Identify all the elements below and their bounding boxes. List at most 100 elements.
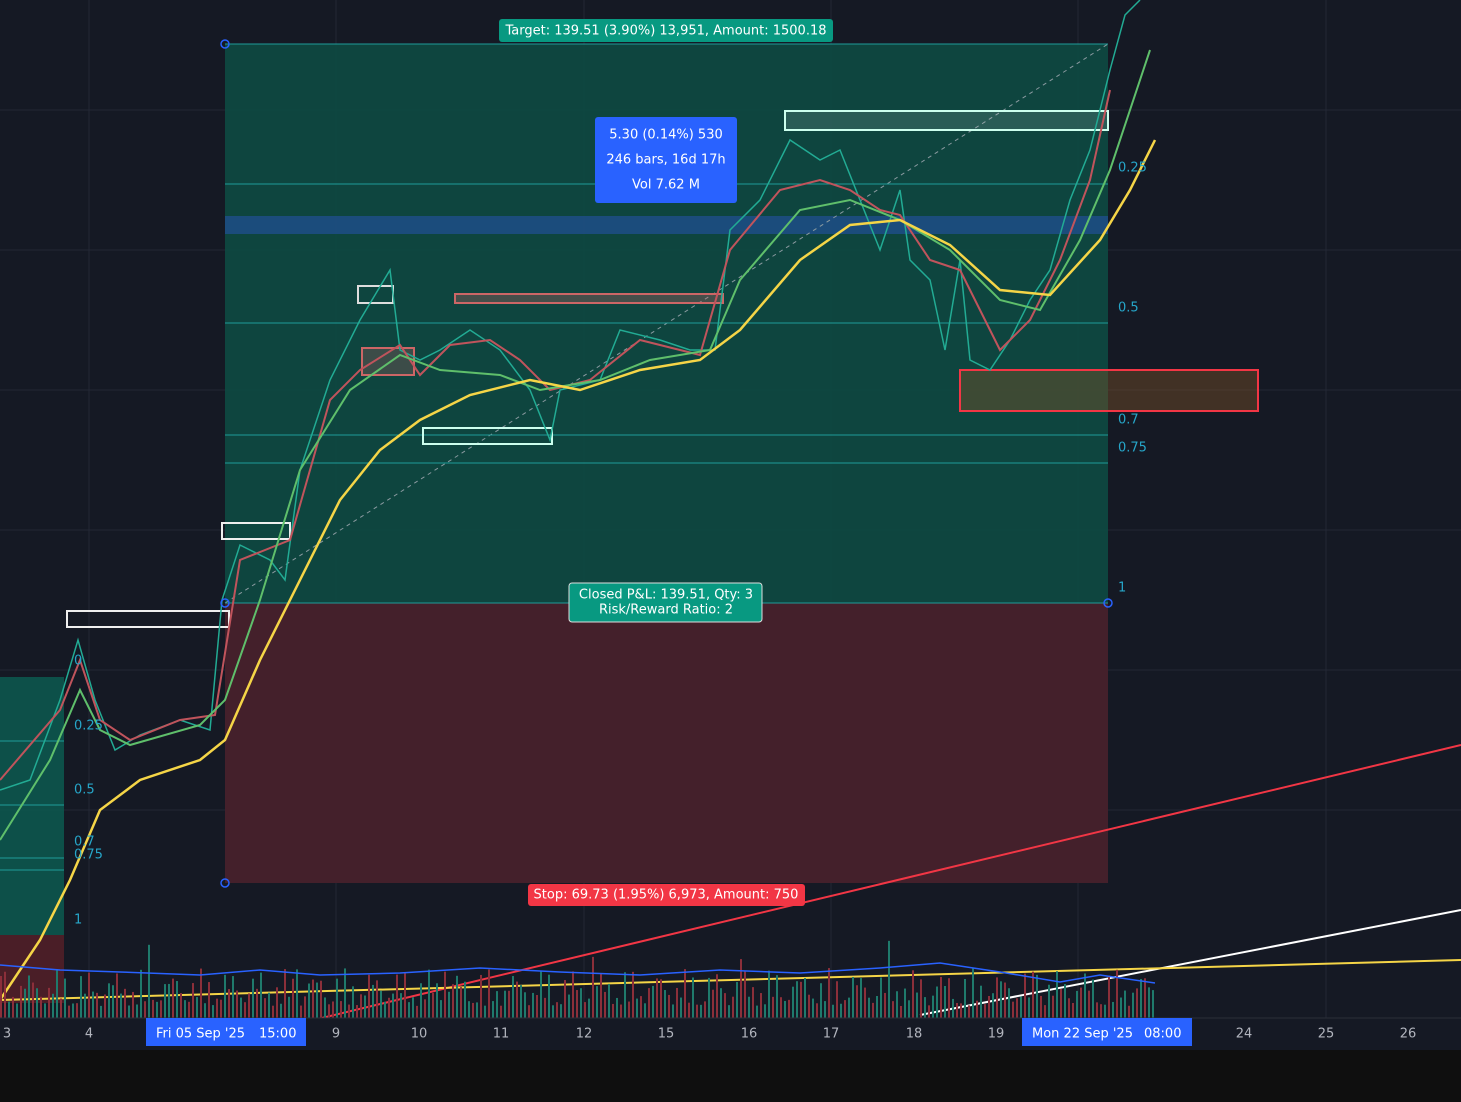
volume-bar [1096,1002,1098,1018]
time-label: 9 [332,1027,340,1042]
volume-bar [996,977,998,1018]
volume-bar [16,1003,18,1018]
measure-bars: 246 bars, 16d 17h [606,153,725,168]
volume-bar [1132,992,1134,1018]
volume-bar [364,995,366,1018]
volume-bar [852,977,854,1018]
volume-bar [532,992,534,1018]
volume-bar [60,998,62,1018]
volume-bar [148,944,150,1018]
volume-bar [952,998,954,1018]
volume-bar [1092,979,1094,1018]
volume-bar [872,1002,874,1018]
volume-bar [784,1000,786,1018]
volume-bar [472,1002,474,1018]
volume-bar [840,1003,842,1018]
volume-bar [540,971,542,1018]
volume-bar [804,978,806,1018]
volume-bar [136,1004,138,1018]
time-label: 16 [741,1027,758,1042]
volume-bar [1024,973,1026,1018]
volume-bar [296,969,298,1018]
volume-bar [724,993,726,1018]
volume-bar [636,998,638,1018]
volume-bar [1072,1003,1074,1018]
volume-bar [788,999,790,1018]
volume-bar [208,982,210,1018]
volume-bar [8,1001,10,1018]
volume-bar [812,998,814,1018]
volume-bar [1136,988,1138,1018]
volume-bar [184,1000,186,1018]
volume-bar [876,995,878,1018]
volume-bar [548,974,550,1018]
volume-bar [176,981,178,1018]
start-date: Fri 05 Sep '25 [156,1027,245,1042]
stop-label: Stop: 69.73 (1.95%) 6,973, Amount: 750 [534,888,799,903]
volume-bar [860,978,862,1018]
volume-bar [692,977,694,1018]
volume-bar [248,993,250,1018]
volume-bar [384,1001,386,1018]
volume-bar [496,991,498,1018]
volume-bar [1068,998,1070,1018]
volume-bar [356,1005,358,1018]
measure-volume: Vol 7.62 M [632,178,700,193]
volume-bar [32,982,34,1018]
volume-bar [432,992,434,1018]
volume-bar [1104,1004,1106,1018]
volume-bar [604,991,606,1018]
volume-bar [976,1000,978,1018]
volume-bar [772,996,774,1018]
volume-bar [748,996,750,1018]
volume-bar [736,982,738,1018]
volume-bar [564,980,566,1018]
volume-bar [0,976,2,1018]
volume-bar [1004,982,1006,1018]
volume-bar [1128,1005,1130,1018]
volume-bar [72,1003,74,1018]
small-fib-label: 0.7 [74,835,95,850]
fib-label: 1 [1118,581,1126,596]
volume-bar [1084,973,1086,1018]
volume-bar [932,995,934,1018]
volume-bar [908,1000,910,1018]
volume-bar [412,997,414,1018]
volume-bar [200,968,202,1018]
volume-bar [1076,990,1078,1018]
fib-label: 0.7 [1118,413,1139,428]
volume-bar [88,972,90,1018]
volume-bar [372,984,374,1018]
volume-bar [448,991,450,1018]
volume-bar [644,1003,646,1018]
volume-bar [912,970,914,1018]
volume-bar [652,985,654,1018]
volume-bar [500,1005,502,1018]
volume-bar [144,1001,146,1018]
volume-bar [612,1003,614,1018]
volume-bar [820,983,822,1018]
volume-bar [924,997,926,1018]
volume-bar [168,983,170,1018]
volume-bar [112,985,114,1018]
volume-bar [796,981,798,1018]
volume-bar [404,973,406,1018]
volume-bar [600,972,602,1018]
volume-bar [44,1003,46,1018]
time-label: 4 [85,1027,93,1042]
volume-bar [48,987,50,1018]
volume-bar [632,971,634,1018]
volume-bar [1036,974,1038,1018]
volume-bar [536,994,538,1018]
small-fib-label: 0.75 [74,848,103,863]
volume-bar [528,1005,530,1018]
measure-change: 5.30 (0.14%) 530 [609,128,722,143]
target-label: Target: 139.51 (3.90%) 13,951, Amount: 1… [504,24,826,39]
volume-bar [476,1002,478,1018]
volume-bar [816,1003,818,1018]
volume-bar [716,974,718,1018]
volume-bar [544,997,546,1018]
volume-bar [312,979,314,1018]
volume-bar [660,979,662,1018]
